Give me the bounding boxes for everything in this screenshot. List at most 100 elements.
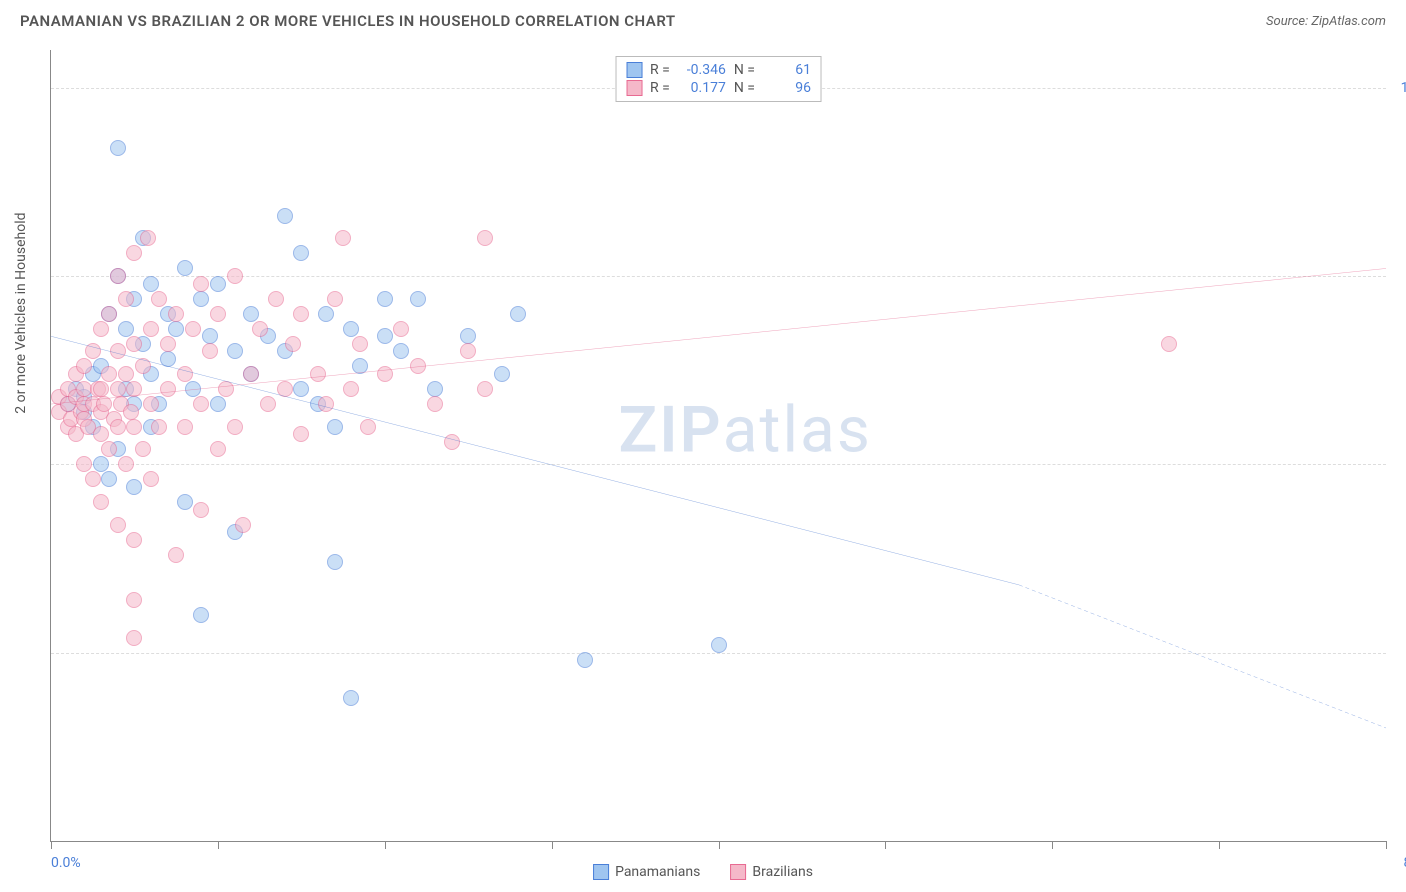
data-point [293,306,309,322]
data-point [185,321,201,337]
data-point [360,419,376,435]
r-label: R = [650,62,670,78]
data-point [126,336,142,352]
chart-header: PANAMANIAN VS BRAZILIAN 2 OR MORE VEHICL… [0,0,1406,38]
data-point [123,404,139,420]
swatch-panamanians [626,62,642,78]
swatch-panamanians [593,864,609,880]
data-point [126,592,142,608]
data-point [160,336,176,352]
x-tick [385,841,386,849]
legend-label-brazilians: Brazilians [752,864,813,880]
r-label: R = [650,80,670,96]
n-label: N = [734,80,755,96]
data-point [510,306,526,322]
y-axis-title: 2 or more Vehicles in Household [13,212,29,413]
data-point [277,208,293,224]
data-point [177,419,193,435]
data-point [210,441,226,457]
data-point [410,358,426,374]
data-point [168,321,184,337]
data-point [118,366,134,382]
data-point [260,396,276,412]
data-point [343,690,359,706]
data-point [227,268,243,284]
data-point [168,547,184,563]
legend-item-panamanians: Panamanians [593,864,700,880]
legend-bottom: Panamanians Brazilians [593,864,813,880]
data-point [410,291,426,307]
data-point [293,426,309,442]
data-point [177,366,193,382]
swatch-brazilians [730,864,746,880]
x-tick [1052,841,1053,849]
data-point [327,291,343,307]
data-point [318,396,334,412]
data-point [143,321,159,337]
data-point [93,426,109,442]
data-point [151,419,167,435]
data-point [202,343,218,359]
data-point [243,306,259,322]
x-tick [51,841,52,849]
data-point [126,381,142,397]
y-tick-label: 100.0% [1401,80,1406,96]
data-point [393,321,409,337]
data-point [310,366,326,382]
data-point [193,276,209,292]
data-point [110,419,126,435]
data-point [193,502,209,518]
data-point [343,381,359,397]
data-point [151,291,167,307]
data-point [177,494,193,510]
data-point [377,291,393,307]
chart-source: Source: ZipAtlas.com [1266,14,1386,29]
correlation-legend: R = -0.346 N = 61 R = 0.177 N = 96 [615,56,822,102]
data-point [93,381,109,397]
data-point [76,456,92,472]
data-point [235,517,251,533]
data-point [140,230,156,246]
legend-item-brazilians: Brazilians [730,864,813,880]
data-point [327,419,343,435]
data-point [101,366,117,382]
data-point [285,336,301,352]
data-point [160,381,176,397]
data-point [126,532,142,548]
data-point [193,607,209,623]
data-point [126,245,142,261]
r-value-panamanians: -0.346 [678,62,726,78]
n-label: N = [734,62,755,78]
data-point [711,637,727,653]
data-point [477,230,493,246]
x-tick [218,841,219,849]
data-point [352,336,368,352]
data-point [352,358,368,374]
legend-label-panamanians: Panamanians [615,864,700,880]
data-point [243,366,259,382]
data-point [85,343,101,359]
data-point [293,381,309,397]
data-point [335,230,351,246]
data-point [126,419,142,435]
data-point [168,306,184,322]
data-point [101,306,117,322]
x-tick [719,841,720,849]
data-point [193,291,209,307]
n-value-brazilians: 96 [763,80,811,96]
data-point [494,366,510,382]
x-tick-label: 0.0% [51,855,81,871]
data-point [210,306,226,322]
data-point [135,358,151,374]
data-point [126,630,142,646]
scatter-plot: 25.0%50.0%75.0%100.0%0.0%80.0% [51,50,1386,841]
data-point [427,381,443,397]
chart-plot-area: 2 or more Vehicles in Household ZIPatlas… [50,50,1386,842]
data-point [444,434,460,450]
data-point [135,441,151,457]
grid-line [51,276,1386,277]
data-point [118,291,134,307]
data-point [143,276,159,292]
legend-row-brazilians: R = 0.177 N = 96 [626,79,811,97]
data-point [93,321,109,337]
